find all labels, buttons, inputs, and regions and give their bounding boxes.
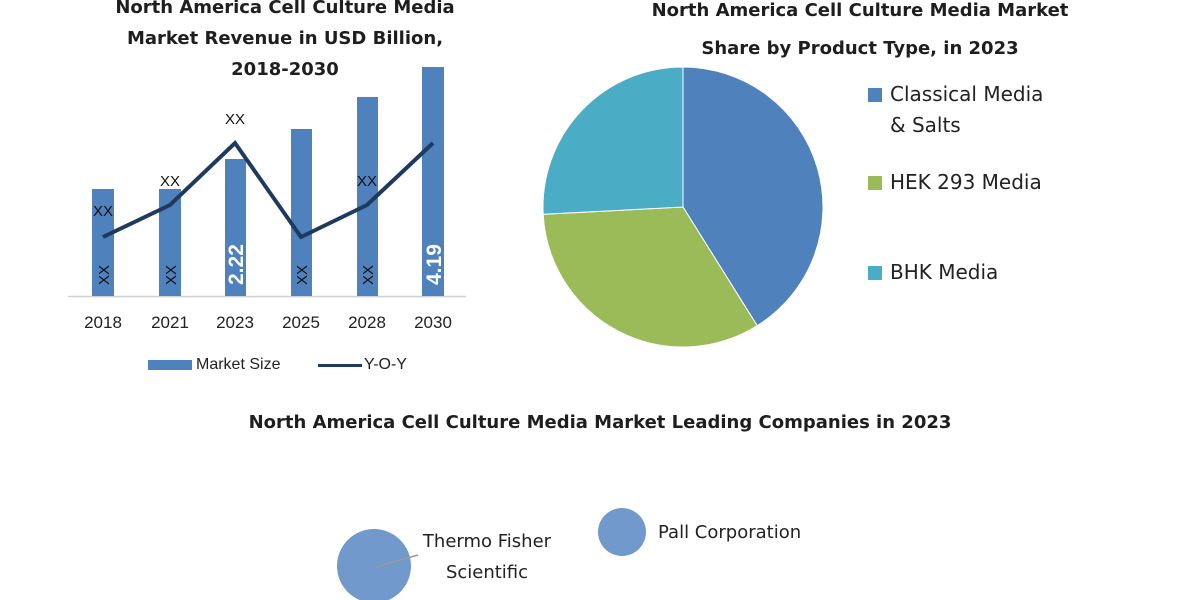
pie-legend-classical-media: Classical Media & Salts: [868, 79, 1043, 141]
legend-label: Market Size: [196, 356, 281, 373]
legend-line-swatch: [318, 363, 362, 367]
bar-2030: [422, 67, 444, 296]
legend-market-size: Market Size: [148, 356, 280, 374]
bar-2018: [92, 189, 114, 296]
leader-line: [375, 554, 419, 568]
bar-value-label: XX: [360, 265, 377, 285]
line-value-label: XX: [225, 111, 245, 128]
bar-value-label: XX: [96, 265, 113, 285]
pie-chart-title-line: North America Cell Culture Media Market: [651, 0, 1069, 21]
pie-chart: [542, 66, 824, 348]
x-tick-label: 2025: [282, 313, 320, 332]
company-name-line: Thermo Fisher: [422, 531, 552, 552]
legend-label: Y-O-Y: [364, 356, 407, 373]
pie-legend-hek293-media: HEK 293 Media: [868, 167, 1042, 198]
legend-swatch: [868, 176, 882, 190]
x-tick-label: 2028: [348, 313, 386, 332]
bar-2025: [291, 129, 312, 296]
legend-label: HEK 293 Media: [890, 170, 1042, 194]
legend-label: & Salts: [890, 113, 961, 137]
legend-swatch: [868, 88, 882, 102]
pie-slice-bhk-media: [542, 66, 684, 215]
pie-chart-title-line: Share by Product Type, in 2023: [701, 38, 1019, 59]
bar-value-label: 4.19: [423, 244, 446, 285]
companies-title: North America Cell Culture Media Market …: [248, 412, 952, 433]
bar-value-label: XX: [163, 265, 180, 285]
pie-legend-bhk-media: BHK Media: [868, 257, 998, 288]
line-value-label: XX: [93, 203, 113, 220]
pie-chart-title: North America Cell Culture Media Market …: [610, 0, 1110, 68]
legend-label: Classical Media: [890, 82, 1044, 106]
bar-chart-title-line: 2018-2030: [231, 59, 339, 80]
pie-slice-hek293-media: [542, 206, 758, 348]
bubble-pall-corporation: [598, 508, 646, 556]
x-tick-label: 2018: [84, 313, 122, 332]
company-label-thermo-fisher: Thermo Fisher Scientific: [412, 526, 562, 588]
company-label-pall: Pall Corporation: [658, 517, 838, 548]
company-name-line: Pall Corporation: [658, 522, 802, 543]
bar-chart-title-line: North America Cell Culture Media: [115, 0, 455, 18]
bar-2023: [225, 159, 246, 296]
bar-2021: [159, 189, 181, 296]
legend-bar-swatch: [148, 360, 192, 370]
yoy-line: [102, 139, 435, 240]
bar-value-label: 2.22: [225, 244, 248, 285]
line-value-label: XX: [160, 173, 180, 190]
company-name-line: Scientific: [445, 562, 529, 583]
bar-chart-title: North America Cell Culture Media Market …: [95, 0, 475, 85]
pie-slice-classical-media: [682, 66, 824, 327]
line-value-label: XX: [357, 173, 377, 190]
bar-value-label: XX: [294, 265, 311, 285]
legend-swatch: [868, 266, 882, 280]
x-tick-label: 2023: [216, 313, 254, 332]
x-tick-label: 2021: [151, 313, 189, 332]
bar-chart: XX XX 2.22 XX XX 4.19 XX XX XX XX 2018 2…: [68, 67, 466, 332]
companies-bubbles: [337, 508, 646, 600]
legend-label: BHK Media: [890, 260, 999, 284]
bar-chart-title-line: Market Revenue in USD Billion,: [126, 28, 444, 49]
bar-2028: [357, 97, 378, 296]
bubble-thermo-fisher: [337, 529, 411, 600]
x-tick-label: 2030: [414, 313, 452, 332]
legend-yoy: Y-O-Y: [318, 356, 407, 374]
